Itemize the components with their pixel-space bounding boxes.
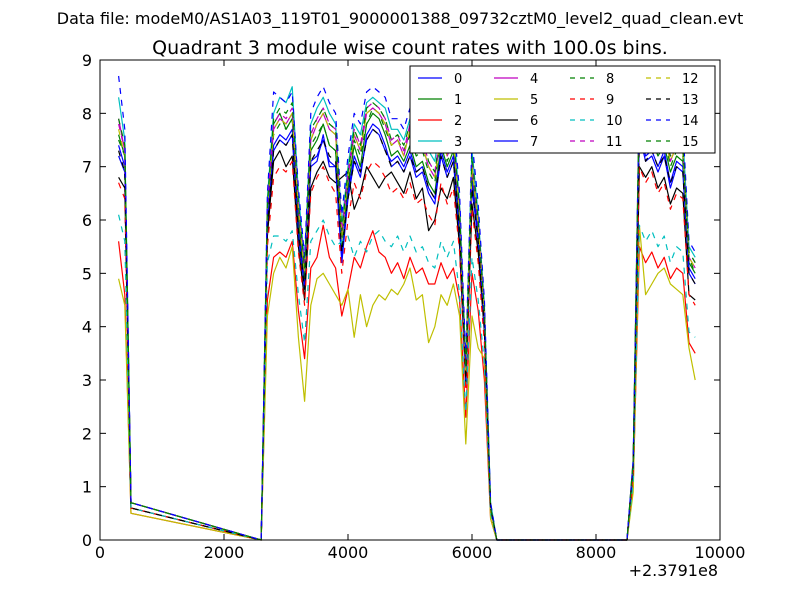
legend-label-5: 5 xyxy=(530,93,538,108)
legend-label-0: 0 xyxy=(454,72,462,87)
y-tick-label: 8 xyxy=(82,104,92,123)
legend-label-9: 9 xyxy=(606,93,614,108)
legend-box xyxy=(409,65,716,154)
series-line-2 xyxy=(118,224,696,541)
x-tick-label: 10000 xyxy=(695,543,746,562)
legend-label-12: 12 xyxy=(682,72,699,87)
series-line-5 xyxy=(118,224,696,541)
x-offset-label: +2.3791e8 xyxy=(629,561,718,580)
legend-label-8: 8 xyxy=(606,72,614,87)
legend-label-6: 6 xyxy=(530,114,538,129)
legend-label-13: 13 xyxy=(682,93,699,108)
legend-label-1: 1 xyxy=(454,93,462,108)
x-tick-label: 6000 xyxy=(452,543,493,562)
legend-label-11: 11 xyxy=(606,135,623,150)
legend-label-10: 10 xyxy=(606,114,623,129)
series-line-10 xyxy=(118,214,696,541)
y-tick-label: 7 xyxy=(82,158,92,177)
chart-title: Quadrant 3 module wise count rates with … xyxy=(152,37,668,59)
legend-label-14: 14 xyxy=(682,114,699,129)
figure-suptitle: Data file: modeM0/AS1A03_119T01_90000013… xyxy=(57,9,743,29)
x-tick-label: 2000 xyxy=(204,543,245,562)
y-tick-label: 0 xyxy=(82,531,92,550)
x-tick-label: 8000 xyxy=(576,543,617,562)
series-line-8 xyxy=(118,96,696,541)
y-tick-label: 6 xyxy=(82,211,92,230)
legend-label-7: 7 xyxy=(530,135,538,150)
y-tick-label: 4 xyxy=(82,318,92,337)
series-line-9 xyxy=(118,160,696,541)
legend-label-2: 2 xyxy=(454,114,462,129)
x-tick-label: 0 xyxy=(95,543,105,562)
legend-label-4: 4 xyxy=(530,72,538,87)
y-tick-label: 1 xyxy=(82,478,92,497)
y-tick-label: 3 xyxy=(82,371,92,390)
y-tick-label: 2 xyxy=(82,424,92,443)
y-tick-label: 5 xyxy=(82,264,92,283)
y-tick-label: 9 xyxy=(82,51,92,70)
legend-label-3: 3 xyxy=(454,135,462,150)
x-tick-label: 4000 xyxy=(328,543,369,562)
legend-label-15: 15 xyxy=(682,135,699,150)
plot-frame xyxy=(99,59,721,541)
